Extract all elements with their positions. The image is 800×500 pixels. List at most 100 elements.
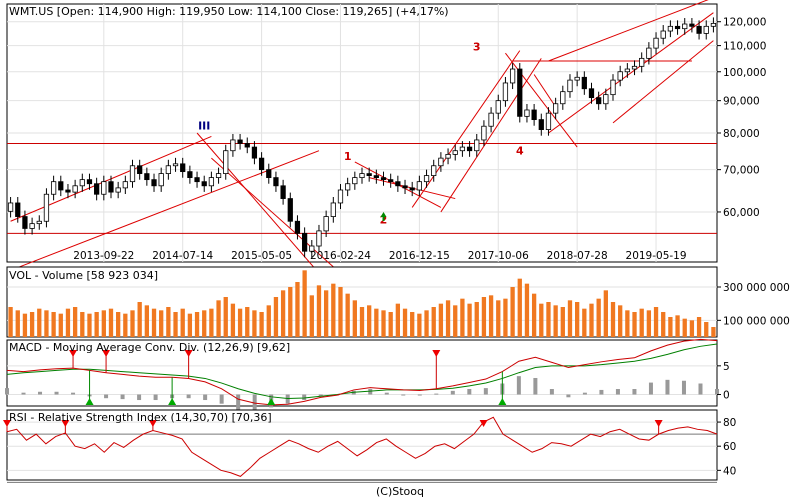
volume-bar bbox=[44, 310, 49, 337]
candle-body bbox=[610, 79, 616, 96]
macd-ytick-label: 5 bbox=[723, 361, 730, 373]
candle-body bbox=[345, 183, 351, 191]
rsi-line bbox=[6, 416, 718, 477]
volume-bar bbox=[259, 312, 264, 337]
volume-bar bbox=[316, 285, 322, 337]
volume-bar bbox=[546, 302, 551, 337]
price-ytick-label: 90,000 bbox=[723, 96, 760, 108]
volume-bar bbox=[445, 300, 451, 337]
wave-label: 1 bbox=[344, 150, 352, 163]
candle-body bbox=[122, 181, 128, 189]
candle-body bbox=[330, 202, 336, 217]
macd-histogram-bar bbox=[417, 394, 422, 396]
macd-y-axis: 05 bbox=[717, 361, 730, 402]
candle-body bbox=[165, 165, 171, 174]
volume-panel-title: VOL - Volume [58 923 034] bbox=[9, 269, 158, 282]
candle-body bbox=[251, 146, 258, 159]
volume-bar bbox=[438, 303, 444, 337]
candle-body bbox=[538, 119, 544, 130]
volume-bar bbox=[72, 307, 78, 337]
macd-sell-marker bbox=[102, 350, 111, 357]
price-xtick-label: 2015-05-05 bbox=[231, 250, 292, 262]
price-y-axis: 60,000 70,000 80,000 90,000 100,000 110,000 12… bbox=[717, 17, 766, 219]
volume-bar bbox=[625, 310, 630, 337]
candle-body bbox=[309, 245, 315, 252]
price-ytick-label: 120,000 bbox=[723, 17, 766, 29]
candle-body bbox=[15, 202, 21, 217]
volume-bar bbox=[553, 305, 558, 337]
candle-body bbox=[631, 65, 638, 70]
candle-body bbox=[581, 76, 587, 90]
volume-bar bbox=[531, 293, 537, 337]
candle-body bbox=[36, 220, 42, 225]
volume-bar bbox=[689, 320, 695, 337]
candle-body bbox=[495, 100, 501, 114]
candle-body bbox=[588, 88, 595, 99]
rsi-ytick-label: 40 bbox=[723, 465, 736, 477]
candle-body bbox=[316, 230, 322, 247]
candle-body bbox=[101, 181, 107, 195]
candle-body bbox=[531, 109, 537, 121]
macd-histogram-bar bbox=[516, 376, 521, 395]
volume-bar bbox=[252, 310, 257, 337]
candle-body bbox=[639, 57, 645, 67]
volume-bar bbox=[539, 303, 544, 337]
volume-bar bbox=[302, 270, 307, 337]
volume-bar bbox=[80, 312, 85, 337]
volume-bar bbox=[603, 290, 608, 337]
price-xtick-label: 2013-09-22 bbox=[73, 250, 134, 262]
macd-signal-line bbox=[6, 343, 718, 400]
volume-bar bbox=[245, 307, 250, 337]
candle-body bbox=[474, 139, 480, 152]
rsi-sell-marker bbox=[479, 420, 488, 427]
volume-bar bbox=[524, 283, 530, 337]
rsi-sell-marker bbox=[654, 420, 663, 427]
macd-histogram-bar bbox=[71, 392, 76, 395]
volume-bar bbox=[202, 310, 207, 337]
volume-bar bbox=[467, 303, 472, 337]
volume-bar bbox=[395, 303, 401, 337]
volume-bar bbox=[496, 300, 501, 337]
candle-body bbox=[273, 177, 279, 187]
candle-body bbox=[280, 185, 286, 199]
macd-ytick-label: 0 bbox=[723, 390, 730, 402]
volume-bar bbox=[639, 308, 644, 337]
macd-histogram-bar bbox=[582, 392, 587, 395]
macd-histogram-bar bbox=[467, 389, 472, 395]
candle-body bbox=[180, 163, 186, 173]
wave-label: III bbox=[198, 120, 210, 133]
candle-body bbox=[115, 187, 121, 193]
volume-bar bbox=[151, 308, 157, 337]
macd-buy-marker bbox=[85, 398, 94, 405]
macd-histogram-bar bbox=[665, 379, 670, 395]
candle-body bbox=[237, 139, 243, 144]
macd-histogram-bar bbox=[236, 394, 241, 412]
volume-bar bbox=[216, 300, 221, 337]
volume-bar bbox=[295, 282, 300, 337]
volume-bar bbox=[137, 302, 142, 337]
candle-body bbox=[194, 177, 200, 183]
candle-body bbox=[337, 189, 344, 204]
macd-histogram-bar bbox=[368, 389, 373, 395]
price-xtick-label: 2016-12-15 bbox=[389, 250, 450, 262]
macd-histogram-bar bbox=[566, 394, 571, 398]
candle-body bbox=[302, 232, 308, 252]
candle-body bbox=[172, 163, 179, 167]
candle-body bbox=[65, 189, 71, 193]
volume-bar bbox=[402, 308, 408, 337]
volume-bar bbox=[166, 307, 171, 337]
wave-label: 4 bbox=[516, 144, 524, 157]
volume-bar bbox=[331, 283, 336, 337]
volume-bar bbox=[237, 308, 243, 337]
macd-histogram-bar bbox=[38, 391, 43, 395]
candle-body bbox=[488, 112, 494, 127]
candle-body bbox=[287, 198, 293, 222]
rsi-sell-marker bbox=[148, 420, 157, 427]
rsi-ytick-label: 60 bbox=[723, 441, 736, 453]
volume-bar bbox=[130, 310, 135, 337]
candle-body bbox=[459, 146, 466, 152]
candle-body bbox=[481, 125, 487, 141]
candle-body bbox=[524, 109, 530, 117]
volume-bar bbox=[323, 290, 329, 337]
volume-bar bbox=[682, 318, 687, 337]
